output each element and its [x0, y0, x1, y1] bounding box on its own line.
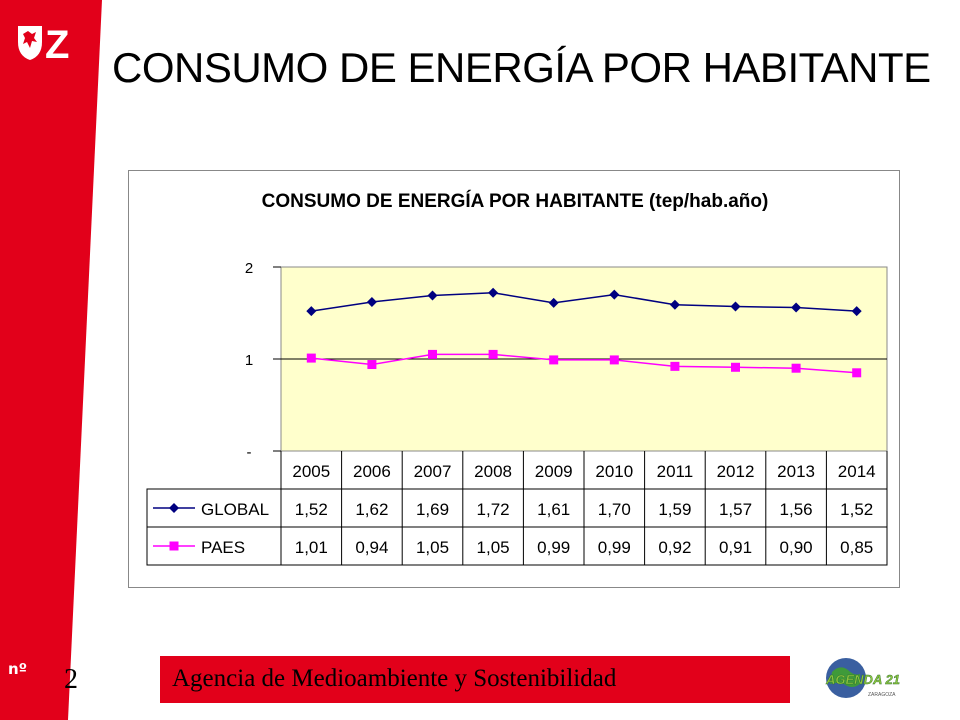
data-point	[306, 353, 316, 363]
table-value: 0,90	[780, 538, 813, 557]
table-value: 1,70	[598, 500, 631, 519]
data-point	[851, 306, 862, 317]
table-value: 1,62	[355, 500, 388, 519]
agenda21-logo: AGENDA 21 ZARAGOZA	[825, 658, 900, 698]
table-value: 0,92	[658, 538, 691, 557]
table-value: 0,91	[719, 538, 752, 557]
page-number: 2	[64, 664, 78, 695]
data-point	[549, 355, 559, 365]
page-title: CONSUMO DE ENERGÍA POR HABITANTE	[112, 44, 931, 91]
data-point	[609, 289, 620, 300]
data-point	[791, 363, 801, 373]
table-value: 0,85	[840, 538, 873, 557]
logo-letter: Z	[45, 23, 69, 64]
data-point	[306, 306, 317, 317]
x-tick-label: 2007	[414, 462, 452, 481]
table-value: 1,05	[416, 538, 449, 557]
y-tick-label: -	[247, 444, 252, 461]
table-value: 1,52	[840, 500, 873, 519]
footer-text: Agencia de Medioambiente y Sostenibilida…	[172, 665, 617, 692]
data-point	[548, 297, 559, 308]
y-axis: - 1 2	[245, 260, 281, 461]
x-tick-label: 2005	[292, 462, 330, 481]
table-value: 1,52	[295, 500, 328, 519]
agenda-logo-subtext: ZARAGOZA	[868, 692, 896, 698]
data-point	[731, 362, 740, 372]
table-value: 1,59	[658, 500, 691, 519]
data-point	[669, 299, 680, 310]
y-tick-label: 2	[245, 260, 253, 277]
data-table: 2005 2006 2007 2008 2009 2010 2011 2012 2013 2014…	[146, 451, 888, 566]
chart: CONSUMO DE ENERGÍA POR HABITANTE (tep/ha…	[146, 190, 888, 566]
data-point	[367, 360, 377, 370]
x-tick-label: 2010	[595, 462, 633, 481]
table-value: 0,94	[355, 538, 388, 557]
table-value: 0,99	[598, 538, 631, 557]
table-value: 1,57	[719, 500, 752, 519]
y-tick-label: 1	[245, 352, 253, 369]
data-point	[791, 302, 802, 313]
table-value: 1,72	[477, 500, 510, 519]
x-tick-label: 2013	[777, 462, 815, 481]
series-line	[311, 292, 857, 312]
table-value: 1,05	[477, 538, 510, 557]
legend-label: GLOBAL	[201, 500, 269, 519]
table-value: 0,99	[537, 538, 570, 557]
agenda-logo-text: AGENDA 21	[825, 672, 900, 687]
x-tick-label: 2008	[474, 462, 512, 481]
data-point	[488, 349, 498, 359]
x-tick-label: 2011	[657, 462, 694, 481]
legend-label: PAES	[201, 538, 245, 557]
legend-marker	[169, 503, 179, 513]
x-tick-label: 2014	[838, 462, 876, 481]
table-value: 1,69	[416, 500, 449, 519]
data-point	[670, 361, 680, 371]
table-value: 1,56	[780, 500, 813, 519]
zaragoza-logo: Z	[18, 23, 69, 64]
table-value: 1,61	[537, 500, 570, 519]
data-point	[366, 296, 377, 307]
slide-number-label: nº	[8, 660, 28, 678]
series-paes	[306, 349, 862, 378]
data-point	[488, 287, 499, 298]
data-point	[428, 349, 437, 359]
chart-frame: CONSUMO DE ENERGÍA POR HABITANTE (tep/ha…	[128, 170, 900, 588]
x-tick-label: 2009	[535, 462, 573, 481]
chart-title: CONSUMO DE ENERGÍA POR HABITANTE (tep/ha…	[262, 190, 769, 212]
table-value: 1,01	[295, 538, 328, 557]
data-point	[852, 368, 862, 378]
x-tick-label: 2012	[717, 462, 755, 481]
legend-marker	[169, 541, 179, 551]
data-point	[730, 301, 741, 312]
x-tick-label: 2006	[353, 462, 391, 481]
series-line	[311, 353, 857, 374]
footer-bar: Agencia de Medioambiente y Sostenibilida…	[160, 656, 790, 703]
sidebar	[0, 0, 102, 720]
data-point	[609, 355, 619, 365]
